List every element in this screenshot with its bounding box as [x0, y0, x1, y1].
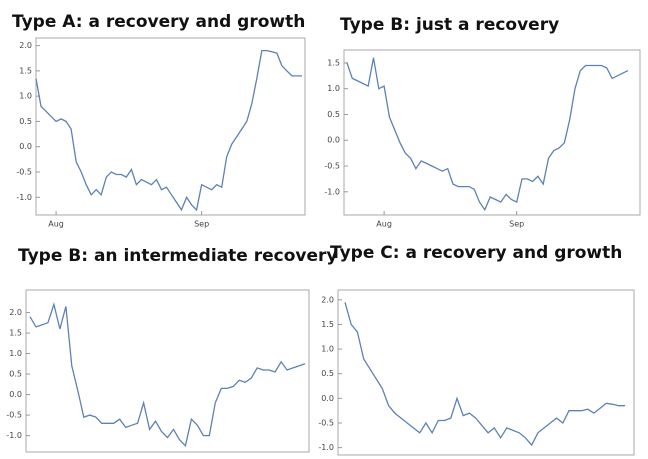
- plot-frame: [25, 289, 310, 453]
- y-tick-label: 1.5: [19, 66, 32, 75]
- x-tick-label: Aug: [376, 220, 392, 229]
- y-tick-label: 2.0: [321, 295, 334, 304]
- y-tick-label: 0.5: [321, 369, 334, 378]
- series-line: [346, 57, 629, 212]
- y-tick-label: 0.0: [327, 136, 340, 145]
- plot-frame: [35, 37, 306, 216]
- y-tick-label: -1.0: [318, 443, 334, 452]
- chart-title: Type C: a recovery and growth: [330, 243, 622, 263]
- series-line: [29, 302, 306, 448]
- y-tick-label: 0.5: [327, 110, 340, 119]
- plot-frame: [343, 49, 641, 216]
- y-tick-label: 0.0: [321, 394, 334, 403]
- x-tick-label: Aug: [48, 220, 64, 229]
- y-tick-label: 1.5: [321, 320, 334, 329]
- y-tick-label: 1.0: [321, 345, 334, 354]
- y-tick-label: 0.5: [19, 117, 32, 126]
- series-line: [344, 302, 625, 447]
- y-tick-label: -1.0: [6, 431, 22, 440]
- y-tick-label: -0.5: [16, 168, 32, 177]
- chart-title: Type B: an intermediate recovery: [18, 246, 337, 266]
- y-tick-label: -1.0: [324, 187, 340, 196]
- y-tick-label: -1.0: [16, 193, 32, 202]
- y-tick-label: 1.0: [9, 349, 22, 358]
- y-tick-label: -0.5: [6, 411, 22, 420]
- y-tick-label: 2.0: [9, 308, 22, 317]
- y-tick-label: -0.5: [324, 162, 340, 171]
- y-tick-label: 1.5: [9, 329, 22, 338]
- y-tick-label: 0.5: [9, 370, 22, 379]
- y-tick-label: 2.0: [19, 41, 32, 50]
- y-tick-label: 0.0: [19, 142, 32, 151]
- x-tick-label: Sep: [509, 220, 524, 229]
- chart-title: Type B: just a recovery: [340, 15, 559, 35]
- plot-frame: [337, 289, 635, 456]
- chart-title: Type A: a recovery and growth: [12, 12, 305, 32]
- y-tick-label: 1.0: [327, 84, 340, 93]
- y-tick-label: -0.5: [318, 418, 334, 427]
- x-tick-label: Sep: [194, 220, 209, 229]
- y-tick-label: 1.0: [19, 92, 32, 101]
- series-line: [35, 49, 302, 212]
- y-tick-label: 0.0: [9, 390, 22, 399]
- y-tick-label: 1.5: [327, 58, 340, 67]
